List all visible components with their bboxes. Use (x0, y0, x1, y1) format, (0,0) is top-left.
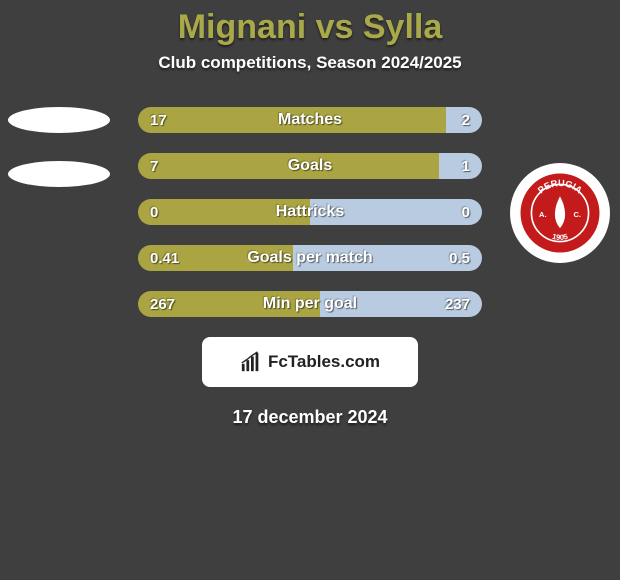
fctables-logo: FcTables.com (202, 337, 418, 387)
stat-bar-left (138, 107, 446, 133)
svg-text:A.: A. (539, 210, 547, 219)
stat-value-right: 0 (462, 199, 470, 225)
stat-rows: 172Matches71Goals00Hattricks0.410.5Goals… (138, 107, 482, 317)
stat-row: 0.410.5Goals per match (138, 245, 482, 271)
snapshot-date: 17 december 2024 (0, 407, 620, 428)
left-player-badge (8, 107, 110, 187)
stat-row: 267237Min per goal (138, 291, 482, 317)
stat-value-right: 237 (445, 291, 470, 317)
svg-text:C.: C. (573, 210, 581, 219)
stat-row: 00Hattricks (138, 199, 482, 225)
stat-value-right: 1 (462, 153, 470, 179)
stat-value-left: 17 (150, 107, 167, 133)
stat-value-right: 0.5 (449, 245, 470, 271)
fctables-logo-text: FcTables.com (268, 352, 380, 372)
placeholder-ellipse (8, 161, 110, 187)
stat-bar-left (138, 153, 439, 179)
comparison-body: PERUGIA 1905 A. C. 172Matches71Goals00Ha… (0, 107, 620, 428)
stat-value-left: 0 (150, 199, 158, 225)
placeholder-ellipse (8, 107, 110, 133)
stat-row: 172Matches (138, 107, 482, 133)
stat-value-right: 2 (462, 107, 470, 133)
stat-value-left: 7 (150, 153, 158, 179)
stat-value-left: 267 (150, 291, 175, 317)
bar-chart-icon (240, 351, 262, 373)
comparison-subtitle: Club competitions, Season 2024/2025 (0, 53, 620, 73)
stat-bar-left (138, 199, 310, 225)
club-crest-icon: PERUGIA 1905 A. C. (518, 171, 602, 255)
club-crest-circle: PERUGIA 1905 A. C. (510, 163, 610, 263)
right-player-badge: PERUGIA 1905 A. C. (510, 107, 612, 263)
comparison-title: Mignani vs Sylla (0, 0, 620, 47)
stat-row: 71Goals (138, 153, 482, 179)
stat-bar-right (310, 199, 482, 225)
stat-value-left: 0.41 (150, 245, 179, 271)
stat-bar-right (439, 153, 482, 179)
